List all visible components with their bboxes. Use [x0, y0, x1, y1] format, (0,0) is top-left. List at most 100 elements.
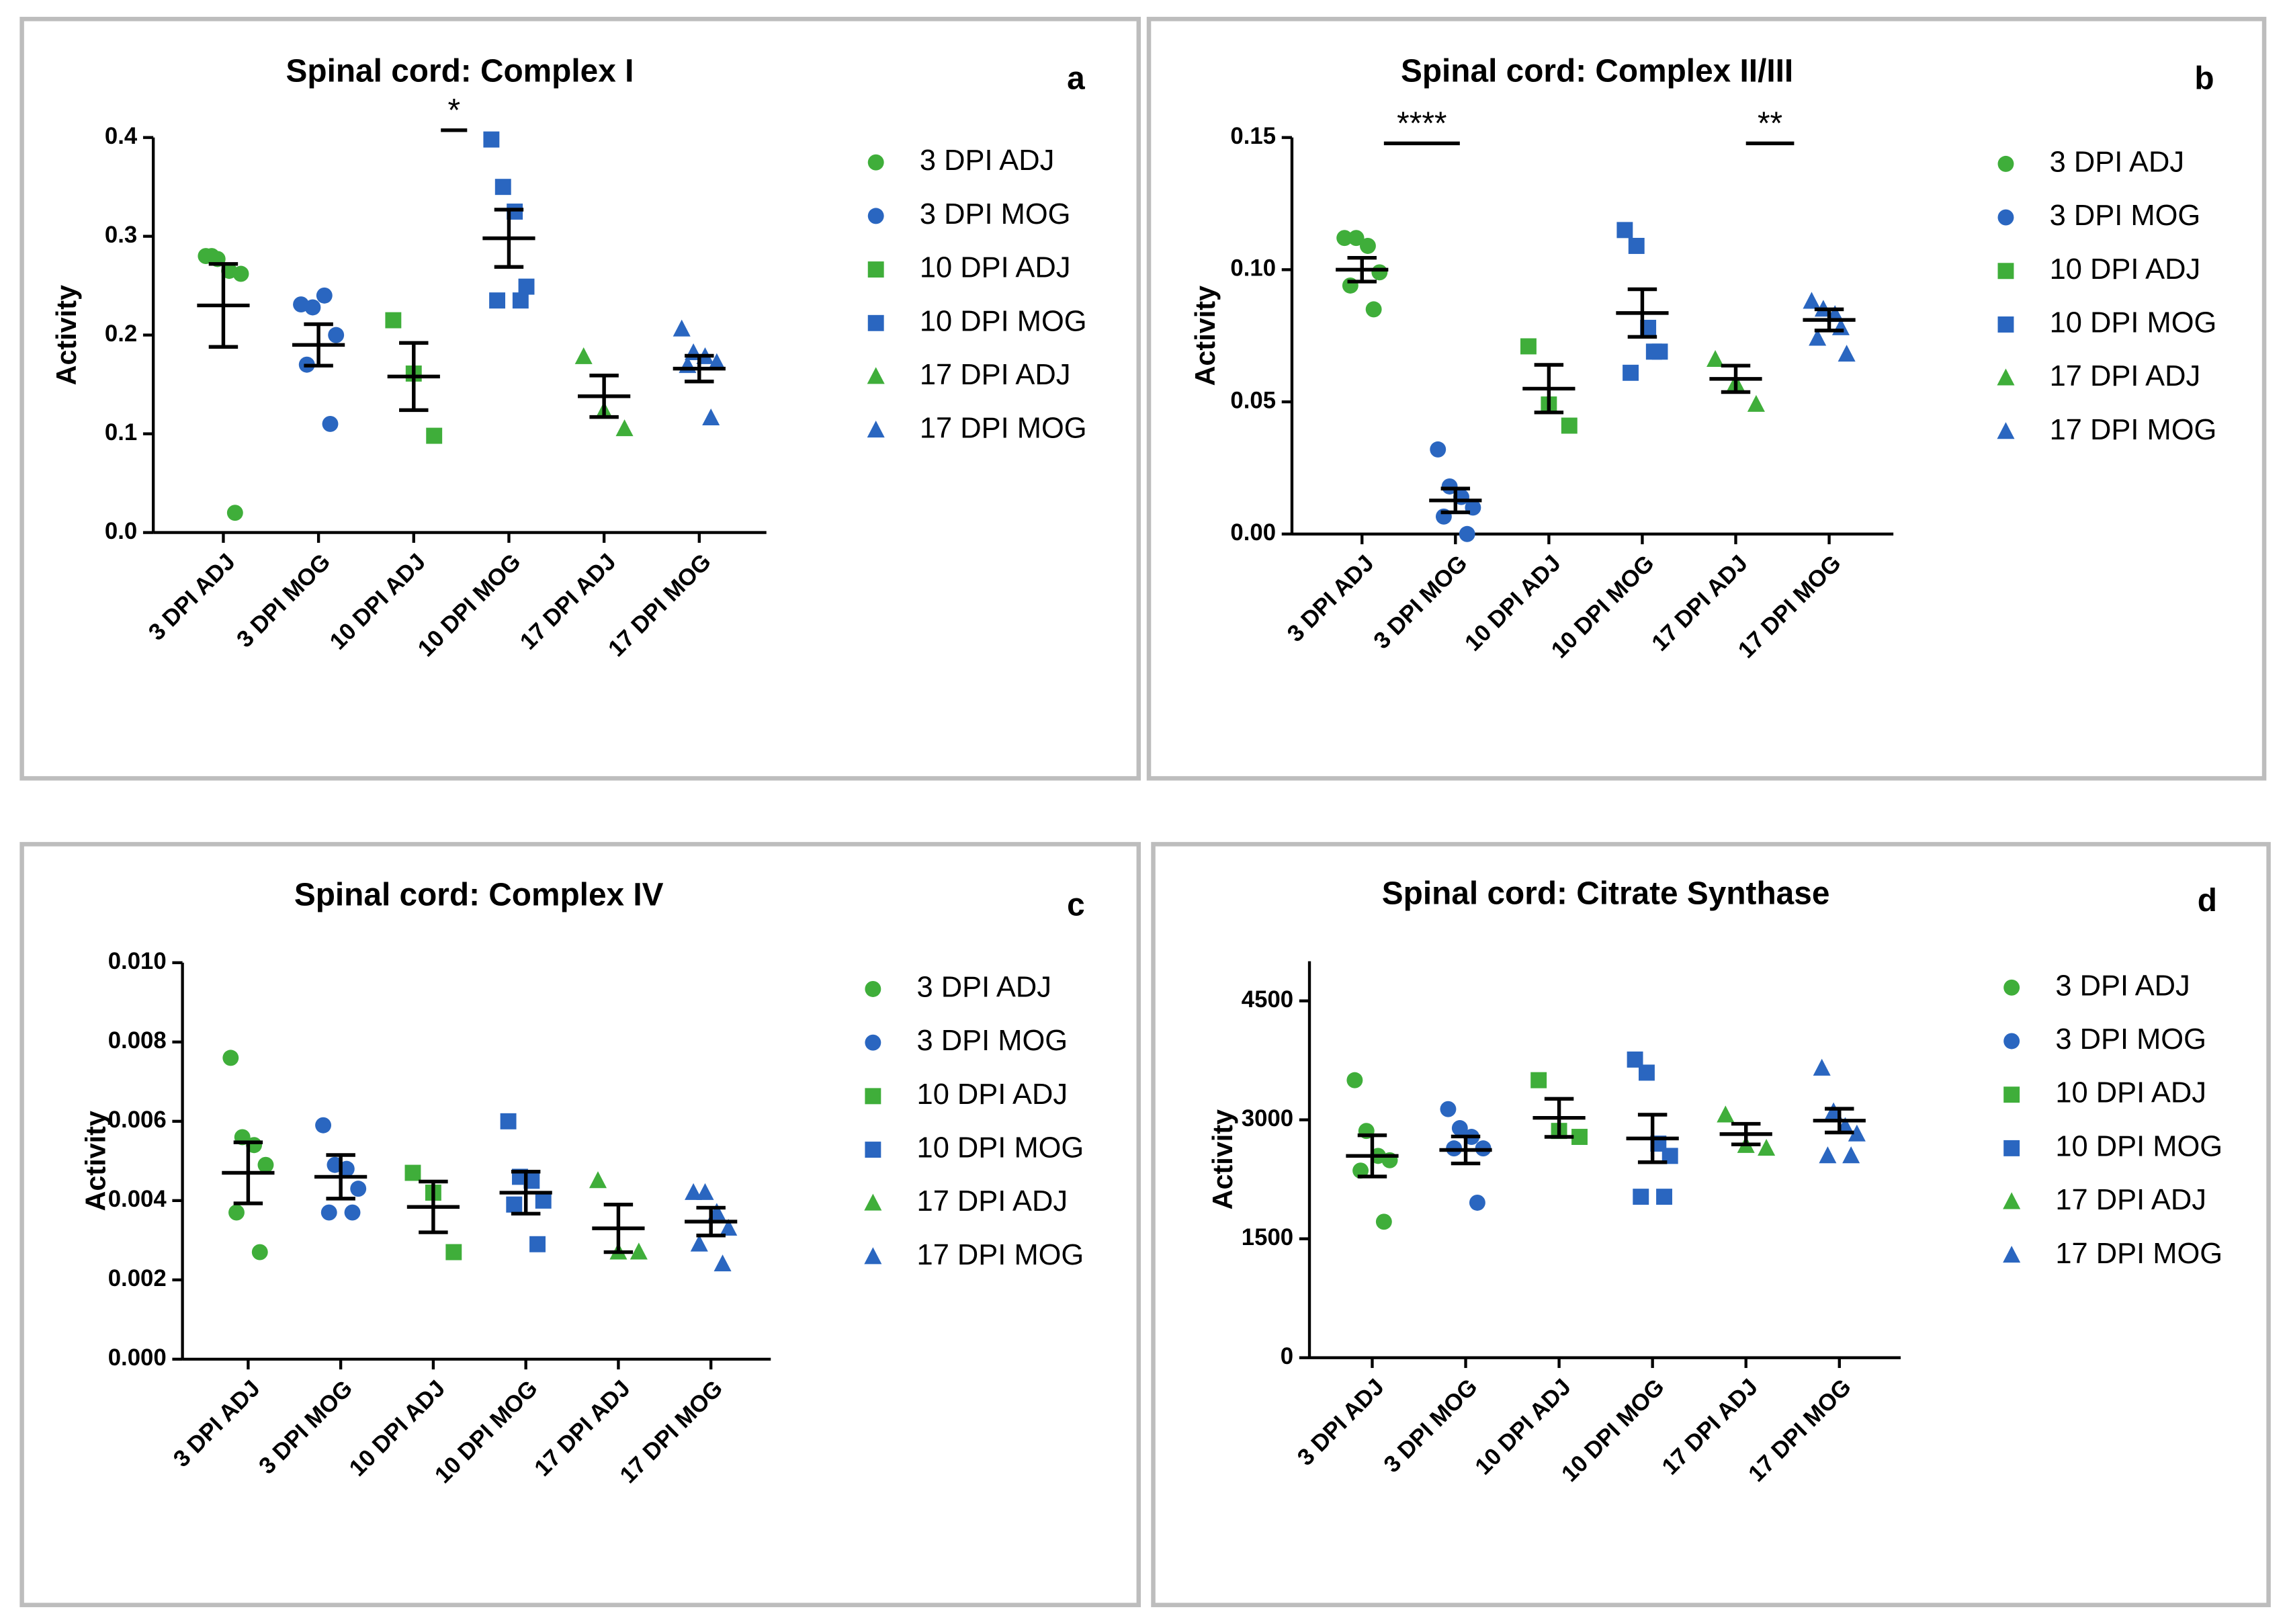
y-axis-label: Activity — [1207, 1109, 1238, 1209]
panel-letter: d — [2198, 883, 2217, 918]
legend-label: 17 DPI ADJ — [917, 1185, 1068, 1217]
y-tick-label: 0.010 — [108, 948, 167, 974]
legend-label: 17 DPI MOG — [2055, 1238, 2222, 1270]
legend-marker — [1997, 263, 2014, 280]
data-point — [304, 299, 321, 316]
data-point — [320, 1204, 337, 1221]
legend-marker — [1997, 155, 2014, 172]
x-tick-label: 3 DPI ADJ — [168, 1375, 265, 1472]
data-point — [494, 179, 511, 196]
legend-label: 3 DPI ADJ — [920, 144, 1054, 177]
data-point — [1656, 1189, 1672, 1205]
x-tick-label: 17 DPI ADJ — [515, 548, 621, 654]
data-point — [1809, 329, 1827, 346]
y-tick-label: 0.0 — [105, 518, 137, 544]
data-point — [1346, 1072, 1363, 1088]
legend-label: 3 DPI MOG — [920, 198, 1071, 230]
data-point — [445, 1244, 462, 1260]
y-tick-label: 0.000 — [108, 1344, 167, 1371]
legend-marker — [865, 980, 881, 997]
data-point — [222, 1050, 239, 1066]
legend-label: 3 DPI MOG — [2050, 200, 2201, 232]
legend-marker — [2003, 1033, 2020, 1050]
data-point — [1440, 1101, 1457, 1117]
y-tick-label: 0.3 — [105, 222, 137, 248]
y-tick-label: 0 — [1281, 1343, 1293, 1369]
legend-label: 10 DPI ADJ — [917, 1078, 1068, 1111]
legend-marker — [867, 314, 884, 331]
legend-label: 17 DPI MOG — [2050, 414, 2217, 446]
data-point — [1616, 222, 1633, 239]
data-point — [322, 415, 339, 432]
data-point — [1451, 1120, 1468, 1137]
data-point — [1803, 292, 1821, 309]
data-point — [1747, 394, 1765, 412]
y-tick-label: 4500 — [1242, 986, 1293, 1013]
data-point — [1352, 1162, 1369, 1179]
x-tick-label: 10 DPI ADJ — [325, 548, 431, 654]
error-bar — [1451, 1134, 1481, 1166]
error-bar — [304, 322, 333, 368]
legend-marker — [867, 208, 884, 224]
data-point — [316, 287, 333, 304]
legend-label: 17 DPI MOG — [917, 1239, 1084, 1271]
data-point — [1639, 1064, 1655, 1081]
data-point — [1365, 301, 1382, 318]
y-axis-label: Activity — [1190, 286, 1221, 386]
legend-marker — [2003, 979, 2020, 996]
x-tick-label: 3 DPI MOG — [254, 1375, 358, 1480]
error-bar — [1627, 287, 1657, 339]
data-point — [1623, 364, 1639, 381]
error-bar — [1814, 307, 1844, 333]
legend-marker — [1997, 368, 2015, 386]
data-point — [1707, 349, 1725, 368]
data-point — [1661, 1148, 1678, 1164]
data-point — [529, 1236, 546, 1252]
data-point — [506, 1196, 523, 1213]
data-point — [1758, 1138, 1776, 1156]
data-point — [500, 1113, 517, 1129]
x-tick-label: 3 DPI MOG — [1379, 1373, 1483, 1478]
panel-frame — [19, 842, 1141, 1607]
data-point — [696, 1183, 714, 1200]
data-point — [404, 1164, 421, 1181]
data-point — [1633, 1189, 1649, 1205]
data-point — [574, 347, 593, 364]
chart-title: Spinal cord: Complex I — [286, 53, 634, 89]
panel-letter: a — [1067, 60, 1085, 96]
chart-title: Spinal cord: Complex II/III — [1401, 53, 1793, 89]
error-bar — [326, 1153, 355, 1201]
error-bar — [1347, 255, 1377, 284]
x-tick-label: 3 DPI MOG — [1369, 550, 1473, 654]
y-axis-label: Activity — [81, 1111, 112, 1211]
x-tick-label: 3 DPI ADJ — [144, 548, 241, 645]
data-point — [518, 278, 535, 295]
data-point — [232, 265, 249, 282]
legend-label: 10 DPI ADJ — [2050, 253, 2201, 286]
error-bar — [1534, 363, 1564, 415]
y-tick-label: 0.00 — [1230, 519, 1276, 546]
legend-marker — [867, 367, 885, 384]
y-tick-label: 0.4 — [105, 123, 138, 149]
data-point — [1628, 237, 1645, 254]
data-point — [1717, 1105, 1735, 1123]
legend-marker — [2003, 1140, 2020, 1156]
y-axis-label: Activity — [51, 285, 82, 385]
y-tick-label: 0.006 — [108, 1107, 167, 1133]
panel-letter: c — [1067, 888, 1085, 923]
chart-title: Spinal cord: Complex IV — [294, 877, 664, 912]
data-point — [720, 1218, 738, 1236]
legend-label: 10 DPI MOG — [920, 305, 1087, 337]
data-point — [1375, 1213, 1392, 1230]
data-point — [483, 131, 500, 148]
data-point — [1842, 1146, 1860, 1164]
data-point — [344, 1204, 361, 1221]
legend-label: 10 DPI ADJ — [920, 252, 1071, 284]
data-point — [1848, 1124, 1866, 1142]
legend-marker — [865, 1142, 881, 1158]
data-point — [1819, 1146, 1837, 1164]
data-point — [512, 292, 529, 309]
data-point — [630, 1242, 648, 1260]
legend-marker — [2003, 1246, 2021, 1263]
legend-marker — [865, 1034, 881, 1051]
